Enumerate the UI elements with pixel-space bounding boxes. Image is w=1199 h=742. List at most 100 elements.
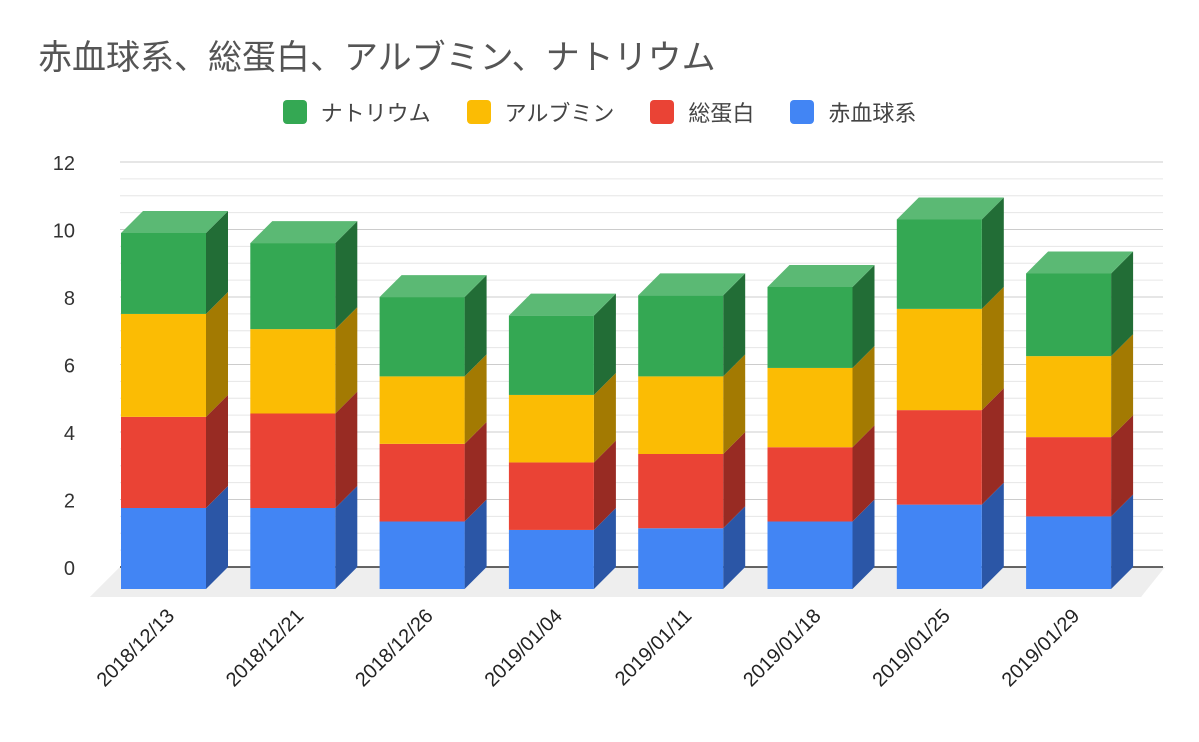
x-tick-label: 2019/01/04 [481, 605, 567, 691]
bar-segment [508, 529, 594, 589]
bar-segment-side [1111, 334, 1134, 438]
bar-segment-side [464, 499, 487, 589]
bar-segment-side [206, 291, 228, 417]
legend-swatch-albumin [466, 100, 491, 124]
bar-top-face [638, 273, 746, 296]
x-tick-label: 2018/12/13 [93, 605, 179, 691]
bar-segment-side [1111, 251, 1134, 357]
bar-segment [1026, 356, 1112, 438]
bar-segment-side [1111, 415, 1134, 517]
bar-segment-side [723, 506, 746, 589]
bar-segment-side [852, 425, 875, 522]
x-tick-label: 2018/12/26 [351, 605, 437, 691]
chart-title: 赤血球系、総蛋白、アルブミン、ナトリウム [38, 38, 716, 78]
bar-segment [508, 394, 594, 463]
legend-label-total-protein: 総蛋白 [688, 102, 755, 127]
bar-top-face [767, 264, 875, 287]
bar-top-face [121, 210, 228, 233]
bar-segment [896, 504, 982, 589]
y-tick-label: 6 [64, 356, 75, 378]
legend-label-albumin: アルブミン [504, 102, 615, 127]
bar-segment [121, 508, 206, 589]
bar-segment-side [335, 391, 358, 508]
legend-item-rbc[interactable]: 赤血球系 [790, 96, 916, 128]
legend-item-natrium[interactable]: ナトリウム [282, 96, 431, 128]
bar-segment [379, 521, 465, 589]
y-tick-label: 8 [64, 288, 75, 310]
bar-top-face [896, 197, 1004, 220]
y-tick-label: 12 [53, 153, 75, 175]
bar-segment-side [593, 293, 616, 395]
legend-label-rbc: 赤血球系 [828, 102, 917, 127]
bar-segment [250, 508, 336, 589]
bar-segment-side [852, 345, 875, 448]
bar-segment [121, 313, 206, 417]
bar-segment-side [464, 421, 487, 522]
bar-segment [896, 410, 982, 505]
y-tick-label: 0 [64, 558, 75, 580]
bar-segment-side [593, 507, 616, 589]
bar-segment [121, 416, 206, 508]
y-tick-label: 2 [64, 491, 75, 513]
bar-segment-side [1111, 494, 1134, 589]
legend-swatch-total-protein [650, 100, 675, 124]
bar-segment [767, 521, 853, 589]
bar-segment [638, 295, 724, 377]
legend-item-total-protein[interactable]: 総蛋白 [650, 96, 754, 128]
bar-segment-side [723, 432, 746, 529]
bar-top-face [250, 221, 358, 244]
y-tick-label: 10 [53, 221, 75, 243]
bar-segment-side [206, 486, 228, 589]
bar-segment [638, 454, 724, 529]
floor-shade [90, 567, 1165, 597]
bar-top-face [1026, 251, 1134, 274]
bar-segment [379, 443, 465, 522]
legend: ナトリウム アルブミン 総蛋白 赤血球系 [0, 96, 1199, 128]
bar-segment [379, 376, 465, 444]
bar-segment [896, 219, 982, 309]
bar-segment-side [593, 372, 616, 463]
x-tick-label: 2019/01/18 [739, 605, 825, 691]
bar-segment-side [723, 354, 746, 454]
bar-segment [767, 367, 853, 448]
bar-segment-side [723, 273, 746, 377]
bar-segment-side [335, 307, 358, 414]
bar-segment-side [593, 440, 616, 530]
legend-item-albumin[interactable]: アルブミン [466, 96, 615, 128]
bar-segment [767, 447, 853, 522]
bar-segment-side [335, 221, 358, 330]
bar-segment-side [852, 264, 875, 368]
bar-segment-side [464, 354, 487, 444]
x-tick-label: 2019/01/29 [998, 605, 1084, 691]
bar-segment [1026, 437, 1112, 517]
bar-segment-side [981, 482, 1004, 589]
bar-segment [250, 243, 336, 330]
legend-label-natrium: ナトリウム [320, 102, 431, 127]
bar-segment-side [464, 275, 487, 377]
bar-segment [638, 528, 724, 589]
bar-segment [1026, 516, 1112, 589]
bar-top-face [508, 293, 616, 316]
x-tick-label: 2019/01/11 [611, 605, 696, 690]
bar-top-face [379, 275, 487, 298]
bar-segment [508, 462, 594, 530]
bar-segment-side [981, 388, 1004, 505]
bar-segment-side [206, 210, 228, 314]
y-tick-label: 4 [64, 423, 75, 445]
bar-segment-side [206, 394, 228, 508]
bar-segment-side [981, 197, 1004, 309]
bar-segment [1026, 273, 1112, 357]
bar-segment [508, 315, 594, 395]
x-tick-label: 2019/01/25 [868, 605, 954, 691]
bar-segment-side [981, 286, 1004, 411]
bar-segment [250, 413, 336, 508]
bar-segment [250, 329, 336, 414]
legend-swatch-natrium [282, 100, 307, 124]
legend-swatch-rbc [790, 100, 815, 124]
x-tick-label: 2018/12/21 [222, 605, 308, 691]
bar-segment [638, 376, 724, 454]
bar-segment [767, 286, 853, 368]
bar-segment-side [335, 486, 358, 589]
